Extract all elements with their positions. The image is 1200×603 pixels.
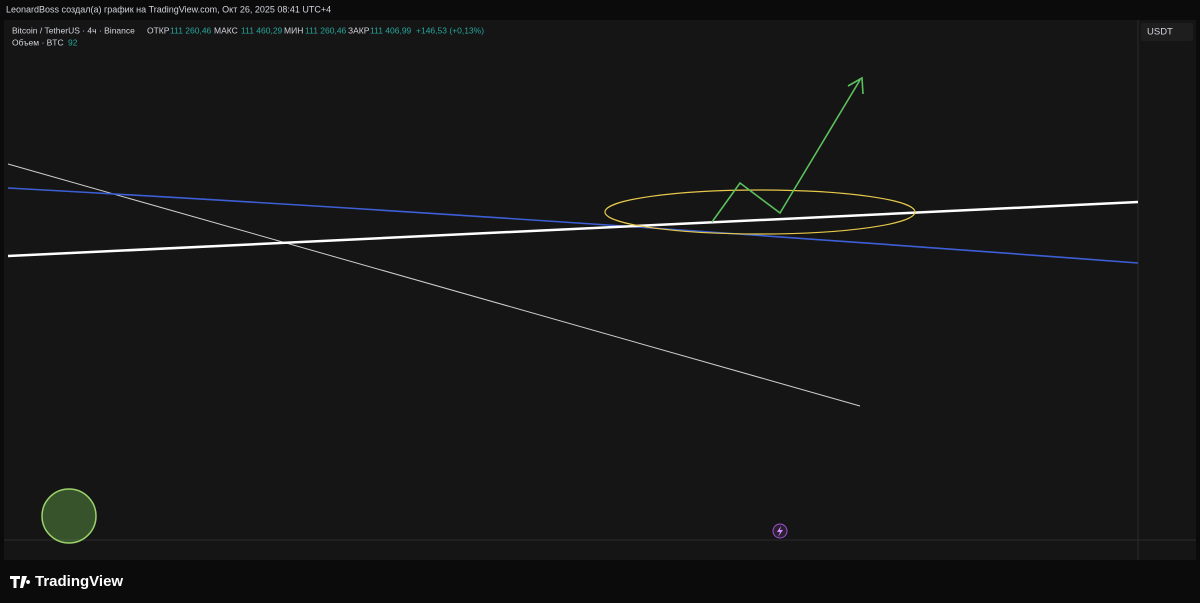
change-value: +146,53 (+0,13%) xyxy=(416,25,484,35)
low-label: МИН xyxy=(284,25,303,35)
high-label: МАКС xyxy=(214,25,238,35)
volume-value: 92 xyxy=(68,37,78,47)
volume-title: Объем · BTC xyxy=(12,37,64,47)
high-value: 111 460,29 xyxy=(241,25,283,35)
trend-line-thick xyxy=(7,200,1139,258)
ellipse-marker xyxy=(604,189,916,235)
curve-line xyxy=(7,187,1139,264)
projection-arrow xyxy=(711,76,864,223)
currency-box[interactable] xyxy=(1141,23,1193,41)
currency[interactable]: USDT xyxy=(1147,27,1173,38)
event-icon-bolt xyxy=(777,526,783,537)
open-label: ОТКР xyxy=(147,25,170,35)
caption: LeonardBoss создал(а) график на TradingV… xyxy=(6,4,331,14)
open-value: 111 260,46 xyxy=(170,25,212,35)
brand: TradingView xyxy=(35,573,123,590)
chart-panel xyxy=(4,20,1196,560)
trend-line xyxy=(7,163,861,407)
close-value: 111 406,99 xyxy=(370,25,412,35)
close-label: ЗАКР xyxy=(348,25,370,35)
symbol: Bitcoin / TetherUS · 4ч · Binance xyxy=(12,25,135,35)
low-value: 111 260,46 xyxy=(305,25,347,35)
highlight-circle xyxy=(41,488,97,544)
brand-logo xyxy=(10,576,31,588)
